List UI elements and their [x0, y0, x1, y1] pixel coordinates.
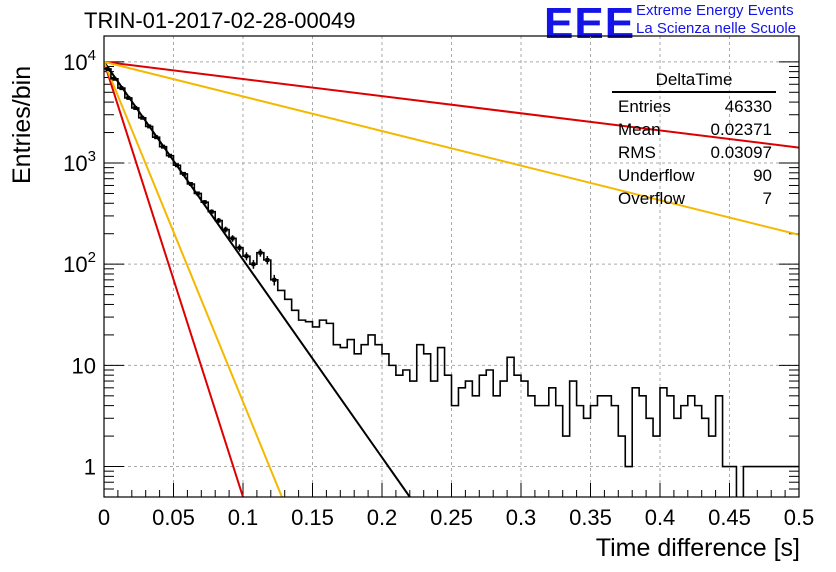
data-point: [174, 163, 179, 168]
fit-line-0: [104, 61, 411, 497]
stats-label: Mean: [618, 120, 661, 139]
stats-label: Entries: [618, 97, 671, 116]
stats-label: RMS: [618, 143, 656, 162]
data-point: [216, 218, 221, 223]
fit-line-4: [104, 60, 799, 236]
x-tick-label: 0.35: [569, 505, 612, 530]
stats-label: Underflow: [618, 166, 695, 185]
data-point: [154, 135, 159, 140]
x-tick-label: 0.4: [645, 505, 676, 530]
stats-box-title: DeltaTime: [612, 70, 776, 93]
eee-logo: EEE: [544, 0, 636, 48]
fit-line-1: [104, 61, 244, 497]
data-point: [188, 182, 193, 187]
x-tick-label: 0: [98, 505, 110, 530]
logo-caption-line2: La Scienza nelle Scuole: [636, 20, 797, 37]
stats-row-entries: Entries 46330: [612, 95, 776, 118]
data-point: [147, 124, 152, 129]
stats-row-rms: RMS 0.03097: [612, 141, 776, 164]
data-point: [161, 144, 166, 149]
x-axis-label: Time difference [s]: [595, 534, 800, 562]
x-tick-label: 0.5: [784, 505, 815, 530]
x-tick-label: 0.3: [506, 505, 537, 530]
data-point: [237, 245, 242, 250]
data-point: [181, 171, 186, 176]
y-tick-label: 102: [63, 249, 96, 277]
plot-frame: [103, 35, 800, 498]
data-point: [140, 115, 145, 120]
y-tick-label: 10: [72, 353, 96, 378]
data-point: [209, 209, 214, 214]
y-tick-label: 103: [63, 148, 96, 176]
data-point: [251, 262, 256, 267]
x-tick-label: 0.1: [228, 505, 259, 530]
fit-line-3: [104, 60, 799, 149]
data-point: [105, 66, 110, 71]
data-point: [202, 200, 207, 205]
stats-value: 46330: [724, 97, 772, 116]
data-point: [265, 257, 270, 262]
data-point: [126, 95, 131, 100]
data-point: [112, 76, 117, 81]
y-tick-label: 104: [63, 47, 96, 75]
stats-label: Overflow: [618, 189, 686, 208]
x-tick-label: 0.05: [152, 505, 195, 530]
x-tick-label: 0.15: [291, 505, 334, 530]
logo-caption-line1: Extreme Energy Events: [636, 2, 794, 19]
stats-value: 7: [762, 189, 772, 208]
data-point: [244, 254, 249, 259]
data-point: [119, 86, 124, 91]
chart-title: TRIN-01-2017-02-28-00049: [84, 8, 356, 33]
stats-value: 0.03097: [710, 143, 772, 162]
histogram-outline: [104, 68, 799, 497]
stats-value: 90: [753, 166, 772, 185]
logo-caption: Extreme Energy Events La Scienza nelle S…: [636, 2, 796, 38]
data-point: [223, 227, 228, 232]
x-tick-label: 0.2: [367, 505, 398, 530]
y-axis-label: Entries/bin: [8, 65, 36, 184]
data-point: [133, 105, 138, 110]
y-tick-label: 1: [84, 455, 96, 480]
stats-box: DeltaTime Entries 46330 Mean 0.02371 RMS 0.…: [612, 70, 776, 210]
data-point: [258, 250, 263, 255]
stats-value: 0.02371: [710, 120, 772, 139]
stats-row-overflow: Overflow 7: [612, 187, 776, 210]
data-point: [230, 236, 235, 241]
data-point: [272, 277, 277, 282]
data-point: [195, 191, 200, 196]
fit-line-2: [104, 61, 283, 497]
stats-row-mean: Mean 0.02371: [612, 118, 776, 141]
x-tick-label: 0.45: [708, 505, 751, 530]
x-tick-label: 0.25: [430, 505, 473, 530]
data-point: [168, 153, 173, 158]
stats-row-underflow: Underflow 90: [612, 164, 776, 187]
